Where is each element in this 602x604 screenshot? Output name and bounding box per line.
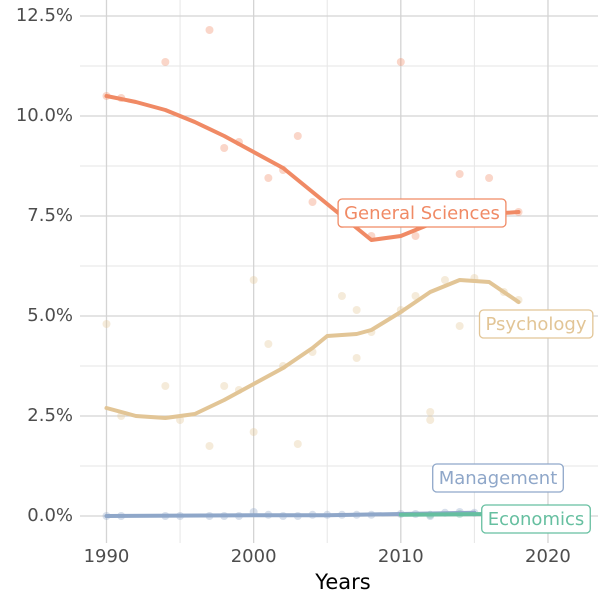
point xyxy=(205,26,214,34)
x-tick-label: 2010 xyxy=(378,546,424,567)
point xyxy=(337,292,346,300)
point xyxy=(426,408,435,416)
y-tick-label: 7.5% xyxy=(27,205,73,226)
point xyxy=(455,322,464,330)
y-tick-label: 5.0% xyxy=(27,305,73,326)
trend-line xyxy=(104,278,521,420)
point xyxy=(426,416,435,424)
y-tick-label: 0.0% xyxy=(27,505,73,526)
series-label: Management xyxy=(432,463,564,493)
y-tick-label: 10.0% xyxy=(16,105,73,126)
legend-label: General Sciences xyxy=(344,203,500,224)
point xyxy=(455,170,464,178)
legend-label: Economics xyxy=(488,509,585,530)
point xyxy=(485,174,494,182)
x-tick-label: 1990 xyxy=(84,546,130,567)
point xyxy=(411,232,420,240)
point xyxy=(161,58,170,66)
point xyxy=(220,382,229,390)
point xyxy=(161,382,170,390)
point xyxy=(411,292,420,300)
series-label: Economics xyxy=(481,504,591,534)
point xyxy=(352,306,361,314)
point xyxy=(205,442,214,450)
label-box xyxy=(478,309,594,339)
point xyxy=(293,132,302,140)
legend-label: Psychology xyxy=(486,314,587,335)
x-axis-label: Years xyxy=(314,570,370,594)
point xyxy=(293,440,302,448)
series-label: Psychology xyxy=(478,309,594,339)
legend-label: Management xyxy=(439,468,558,489)
y-tick-label: 2.5% xyxy=(27,405,73,426)
point xyxy=(352,354,361,362)
point xyxy=(264,340,273,348)
point xyxy=(440,276,449,284)
x-tick-label: 2020 xyxy=(525,546,571,567)
series-label: General Sciences xyxy=(337,198,507,228)
point xyxy=(308,198,317,206)
label-box xyxy=(337,198,507,228)
point xyxy=(220,144,229,152)
point xyxy=(264,174,273,182)
trend-line xyxy=(398,512,492,517)
point xyxy=(249,428,258,436)
y-tick-label: 12.5% xyxy=(16,5,73,26)
label-box xyxy=(481,504,591,534)
point xyxy=(249,276,258,284)
x-tick-label: 2000 xyxy=(231,546,277,567)
label-box xyxy=(432,463,564,493)
point xyxy=(396,58,405,66)
point xyxy=(102,320,111,328)
